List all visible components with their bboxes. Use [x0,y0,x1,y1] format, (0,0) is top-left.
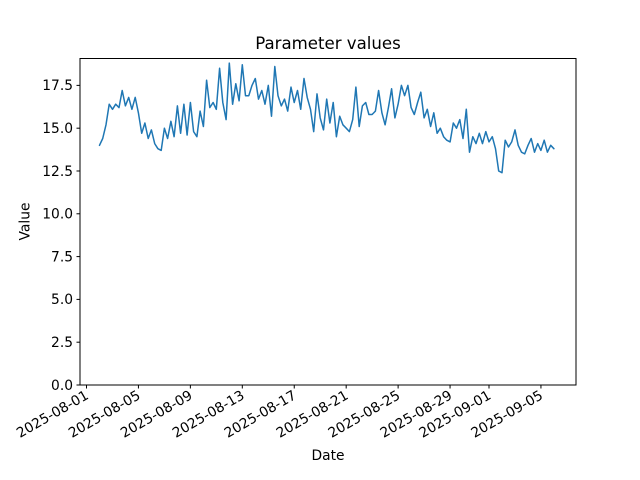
y-tick-label: 15.0 [42,121,73,137]
y-tick-label: 5.0 [51,292,73,308]
chart-title: Parameter values [255,34,401,53]
y-tick-label: 17.5 [42,78,73,94]
axes-spines [79,58,577,386]
y-tick-label: 2.5 [51,335,73,351]
series-line-parameter-values [98,62,555,174]
plot-layer: 2025-08-012025-08-052025-08-092025-08-13… [14,58,577,442]
y-tick-label: 7.5 [51,249,73,265]
x-axis-label: Date [312,448,345,464]
y-tick-label: 0.0 [51,378,73,394]
y-tick-label: 12.5 [42,164,73,180]
y-tick-label: 10.0 [42,207,73,223]
y-axis-label: Value [18,203,34,241]
